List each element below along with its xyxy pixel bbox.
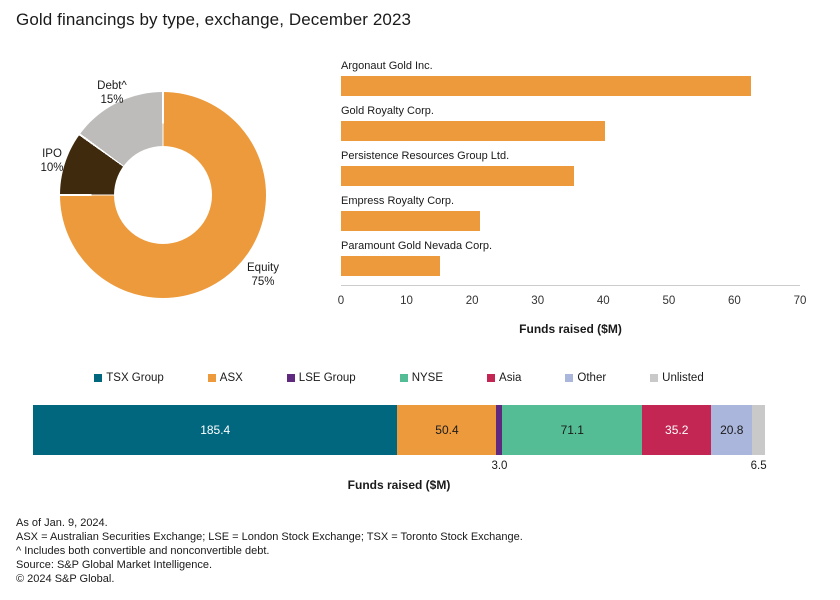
company-bar-label: Empress Royalty Corp. (341, 195, 455, 207)
x-axis-tick-label: 20 (465, 295, 479, 307)
donut-label-ipo: IPO 10% (20, 147, 84, 175)
stacked-segment (496, 405, 503, 455)
stacked-segment (752, 405, 765, 455)
legend-swatch (207, 374, 216, 382)
segment-value-label: 71.1 (560, 423, 584, 437)
company-bar-row: Persistence Resources Group Ltd. (341, 150, 800, 186)
legend-label: NYSE (411, 372, 444, 384)
company-bar (341, 76, 752, 96)
company-bar-row: Gold Royalty Corp. (341, 105, 800, 141)
company-bar-chart: Argonaut Gold Inc. Gold Royalty Corp. Pers… (337, 60, 807, 336)
legend-label: ASX (219, 372, 243, 384)
legend-item: ASX (207, 372, 243, 384)
x-axis-tick-label: 30 (531, 295, 545, 307)
x-axis-tick-label: 70 (793, 295, 807, 307)
legend-item: TSX Group (94, 372, 164, 384)
x-axis-line (341, 285, 800, 286)
company-bar (341, 166, 575, 186)
legend-swatch (399, 374, 408, 382)
footnote-debt-note: ^ Includes both convertible and nonconve… (16, 545, 270, 557)
page-title: Gold financings by type, exchange, Decem… (16, 10, 412, 29)
legend-swatch (286, 374, 295, 382)
segment-value-label-below: 3.0 (491, 460, 508, 472)
legend-label: TSX Group (106, 372, 164, 384)
donut-label-ipo-pct: 10% (40, 162, 64, 174)
segment-value-label: 185.4 (200, 423, 231, 437)
legend-swatch (487, 374, 496, 382)
company-bar-row: Paramount Gold Nevada Corp. (341, 240, 800, 276)
segment-value-label: 35.2 (665, 423, 689, 437)
x-axis-tick-label: 60 (728, 295, 741, 307)
x-axis-tick-label: 40 (596, 295, 610, 307)
donut-label-debt-name: Debt^ (97, 80, 127, 92)
footnote-as-of: As of Jan. 9, 2024. (16, 517, 108, 529)
legend-label: Asia (499, 372, 522, 384)
donut-label-equity-name: Equity (247, 262, 279, 274)
stacked-segment: 20.8 (711, 405, 753, 455)
company-bar-rows: Argonaut Gold Inc. Gold Royalty Corp. Pers… (341, 60, 800, 276)
legend-item: NYSE (399, 372, 444, 384)
bar-chart-x-axis-label: Funds raised ($M) (519, 322, 622, 336)
footnote-source: Source: S&P Global Market Intelligence. (16, 559, 213, 571)
company-bar-row: Argonaut Gold Inc. (341, 60, 800, 96)
legend-swatch (94, 374, 103, 382)
segment-value-label: 50.4 (435, 423, 459, 437)
stacked-bar: 185.4 50.4 71.1 35.2 20.8 (33, 405, 765, 455)
company-bar (341, 211, 480, 231)
legend-item: Other (565, 372, 606, 384)
company-bar-label: Gold Royalty Corp. (341, 105, 434, 117)
segment-value-label-below: 6.5 (750, 460, 767, 472)
company-bar-label: Persistence Resources Group Ltd. (341, 150, 510, 162)
x-axis-ticks: 0 10 20 30 40 50 60 70 (337, 295, 807, 308)
legend-item: Asia (487, 372, 521, 384)
company-bar-row: Empress Royalty Corp. (341, 195, 800, 231)
stacked-segment: 185.4 (33, 405, 398, 455)
legend-label: LSE Group (298, 372, 356, 384)
company-bar-label: Argonaut Gold Inc. (341, 60, 433, 72)
exchange-legend: TSX Group ASX LSE Group NYSE Asia Other Unlist… (33, 372, 765, 384)
stacked-bar-chart: 185.4 50.4 71.1 35.2 20.8 3.0 6.5 Funds raise… (33, 405, 767, 492)
stacked-segment: 50.4 (397, 405, 497, 455)
donut-label-equity: Equity 75% (228, 261, 298, 289)
legend-label: Other (577, 372, 607, 384)
legend-swatch (650, 374, 659, 382)
stacked-segment: 35.2 (642, 405, 712, 455)
donut-label-ipo-name: IPO (42, 148, 62, 160)
footnotes: As of Jan. 9, 2024. ASX = Australian Sec… (16, 516, 523, 586)
donut-label-debt: Debt^ 15% (70, 79, 154, 107)
company-bar-label: Paramount Gold Nevada Corp. (341, 240, 493, 252)
footnote-copyright: © 2024 S&P Global. (16, 573, 115, 585)
donut-label-equity-pct: 75% (251, 276, 275, 288)
donut-label-debt-pct: 15% (100, 94, 124, 106)
legend-item: LSE Group (286, 372, 356, 384)
segment-value-label: 20.8 (720, 423, 744, 437)
stacked-segment: 71.1 (502, 405, 643, 455)
stacked-bar-x-axis-label: Funds raised ($M) (347, 478, 451, 492)
footnote-abbreviations: ASX = Australian Securities Exchange; LS… (16, 531, 523, 543)
stacked-bar-below-labels: 3.0 6.5 (33, 460, 767, 474)
x-axis-tick-label: 50 (662, 295, 676, 307)
legend-item: Unlisted (650, 372, 704, 384)
company-bar (341, 121, 605, 141)
legend-label: Unlisted (662, 372, 704, 384)
donut-chart (60, 92, 266, 298)
x-axis-tick-label: 0 (337, 295, 345, 307)
x-axis-tick-label: 10 (400, 295, 413, 307)
legend-swatch (565, 374, 574, 382)
company-bar (341, 256, 440, 276)
